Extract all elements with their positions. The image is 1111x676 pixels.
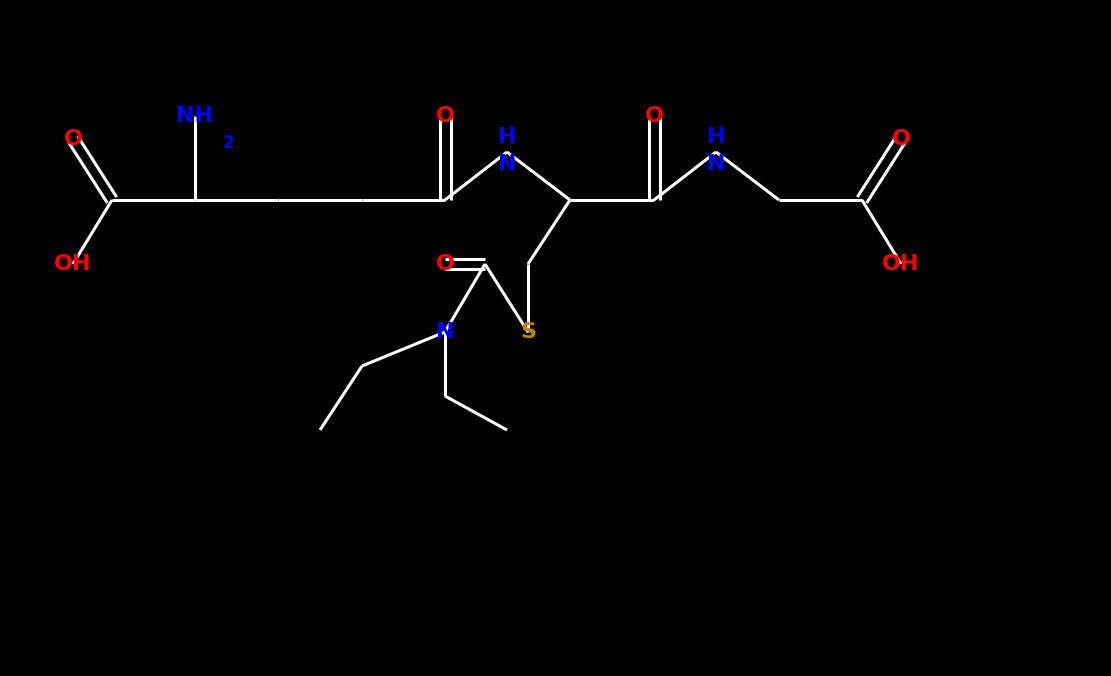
Text: O: O — [891, 129, 911, 149]
Text: 2: 2 — [223, 134, 234, 152]
Text: N: N — [498, 154, 517, 174]
Text: N: N — [436, 322, 454, 342]
Text: O: O — [63, 129, 82, 149]
Text: O: O — [644, 106, 663, 126]
Text: O: O — [436, 254, 454, 274]
Text: O: O — [436, 106, 454, 126]
Text: OH: OH — [882, 254, 920, 274]
Text: H: H — [498, 127, 517, 147]
Text: OH: OH — [54, 254, 92, 274]
Text: NH: NH — [177, 106, 213, 126]
Text: N: N — [707, 154, 725, 174]
Text: S: S — [520, 322, 536, 342]
Text: H: H — [707, 127, 725, 147]
